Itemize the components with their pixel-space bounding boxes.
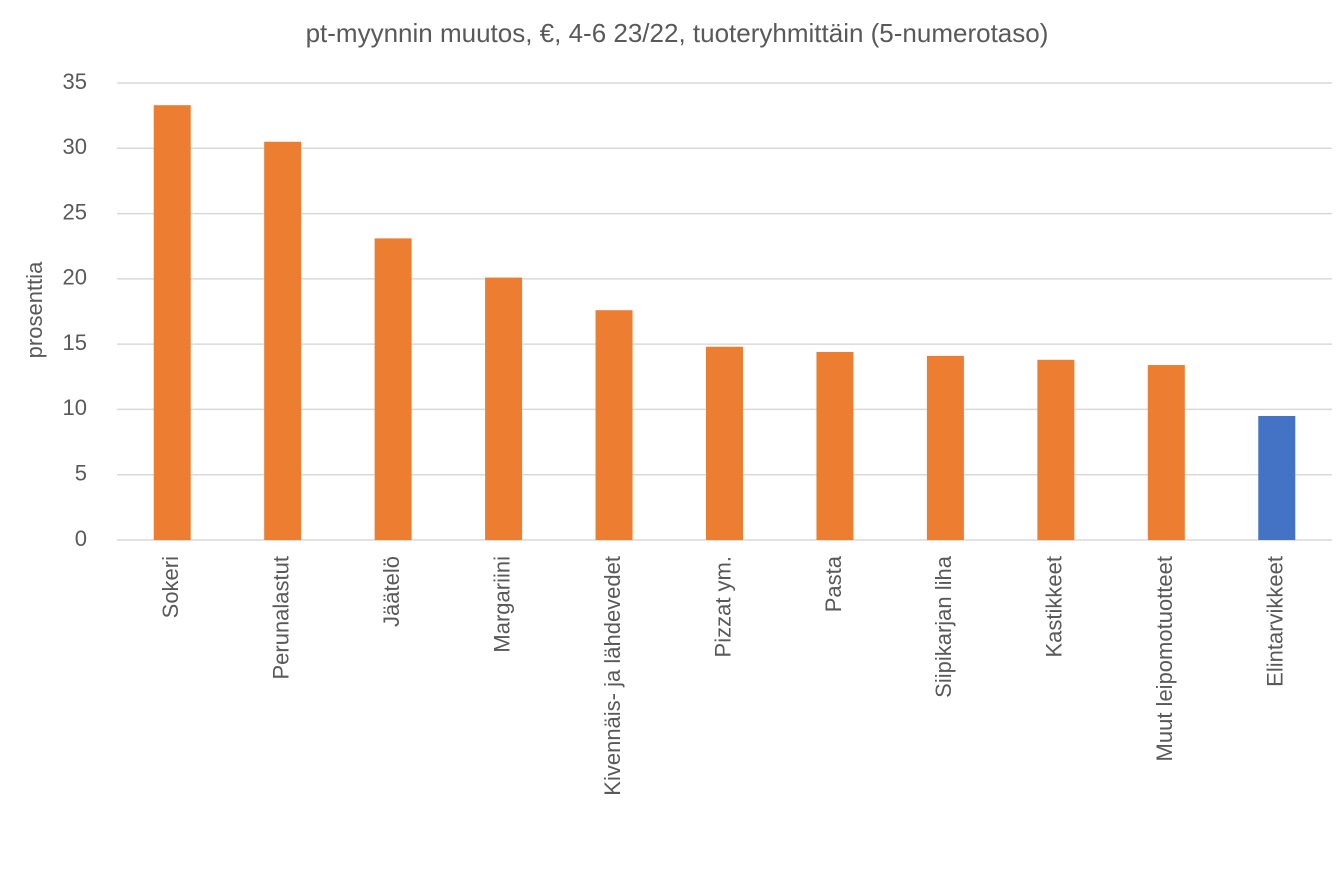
y-tick-label: 35 xyxy=(63,69,87,94)
y-axis-label: prosenttia xyxy=(22,261,47,358)
y-tick-label: 15 xyxy=(63,330,87,355)
bar xyxy=(264,141,302,540)
x-tick-label: Perunalastut xyxy=(268,556,293,680)
y-tick-label: 20 xyxy=(63,265,87,290)
x-tick-label: Jäätelö xyxy=(379,556,404,627)
bar xyxy=(816,351,854,540)
bar xyxy=(1258,415,1296,540)
x-tick-label: Siipikarjan liha xyxy=(931,555,956,698)
bar xyxy=(374,238,412,540)
x-tick-label: Kivennäis- ja lähdevedet xyxy=(600,556,625,796)
bar xyxy=(595,310,633,540)
y-tick-label: 10 xyxy=(63,395,87,420)
bar xyxy=(926,355,964,540)
x-tick-label: Elintarvikkeet xyxy=(1263,556,1288,687)
bar xyxy=(1147,365,1185,540)
y-tick-label: 25 xyxy=(63,199,87,224)
y-tick-label: 5 xyxy=(75,461,87,486)
x-tick-label: Pasta xyxy=(821,555,846,612)
x-tick-label: Pizzat ym. xyxy=(710,556,735,657)
y-tick-label: 30 xyxy=(63,134,87,159)
bar xyxy=(706,346,743,540)
x-tick-label: Muut leipomotuotteet xyxy=(1152,556,1177,761)
chart-title: pt-myynnin muutos, €, 4-6 23/22, tuotery… xyxy=(306,18,1049,48)
bar xyxy=(153,105,191,540)
x-tick-label: Kastikkeet xyxy=(1042,556,1067,658)
y-tick-label: 0 xyxy=(75,526,87,551)
x-tick-label: Sokeri xyxy=(158,556,183,618)
x-tick-label: Margariini xyxy=(489,556,514,653)
bar xyxy=(1037,359,1075,540)
bar xyxy=(485,277,523,540)
